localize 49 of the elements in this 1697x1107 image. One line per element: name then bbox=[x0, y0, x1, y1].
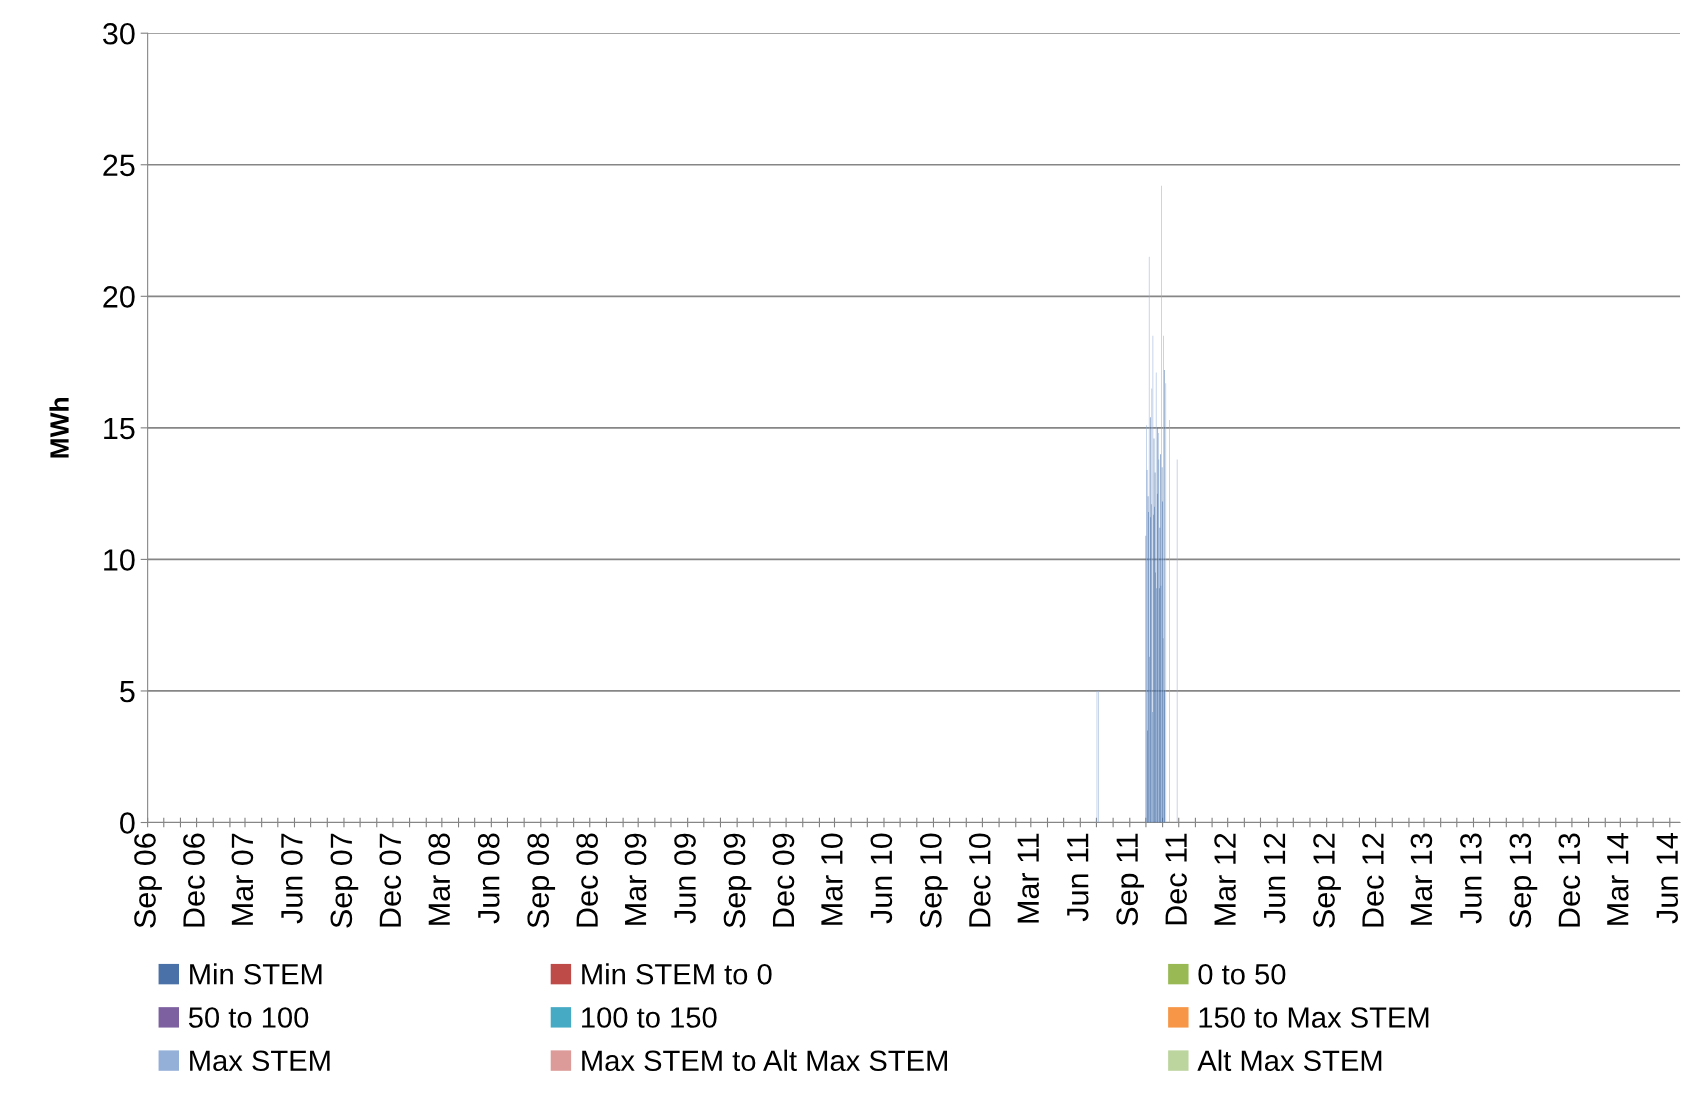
y-tick-label: 0 bbox=[120, 812, 135, 834]
x-tick-label: Sep 12 bbox=[1313, 833, 1341, 928]
x-tick-label: Jun 09 bbox=[674, 833, 696, 924]
x-tick-label: Mar 07 bbox=[231, 833, 254, 925]
y-axis-title: MWh bbox=[49, 397, 69, 458]
x-tick-label: Dec 13 bbox=[1558, 833, 1581, 927]
x-tick-label: Dec 06 bbox=[183, 833, 205, 927]
legend-label: 50 to 100 bbox=[188, 1007, 309, 1028]
x-tick-label: Sep 10 bbox=[920, 833, 948, 928]
x-tick-label: Jun 12 bbox=[1263, 833, 1286, 924]
legend-label: 150 to Max STEM bbox=[1199, 1007, 1429, 1028]
x-tick-label: Dec 08 bbox=[576, 833, 598, 927]
legend-label: 0 to 50 bbox=[1198, 963, 1286, 985]
legend-label: Alt Max STEM bbox=[1197, 1049, 1382, 1072]
x-tick-label: Dec 10 bbox=[968, 833, 991, 927]
x-tick-label: Sep 08 bbox=[527, 833, 556, 928]
x-tick-label: Jun 07 bbox=[281, 833, 303, 924]
legend-label: Min STEM to 0 bbox=[582, 963, 772, 985]
legend-label: Max STEM to Alt Max STEM bbox=[582, 1049, 947, 1072]
x-tick-label: Sep 13 bbox=[1509, 833, 1538, 928]
x-tick-label: Dec 09 bbox=[772, 833, 795, 927]
y-tick-label: 25 bbox=[103, 154, 135, 177]
x-tick-label: Sep 07 bbox=[330, 833, 359, 928]
x-tick-label: Mar 10 bbox=[821, 833, 843, 925]
legend-label: Min STEM bbox=[190, 963, 322, 985]
x-tick-label: Mar 11 bbox=[1017, 833, 1040, 923]
x-tick-label: Dec 12 bbox=[1362, 833, 1384, 927]
x-tick-label: Mar 13 bbox=[1410, 833, 1433, 925]
x-tick-label: Mar 09 bbox=[624, 833, 647, 925]
y-tick-label: 20 bbox=[103, 286, 135, 308]
x-tick-label: Jun 13 bbox=[1460, 833, 1482, 924]
x-tick-label: Sep 11 bbox=[1116, 833, 1145, 926]
x-tick-label: Sep 09 bbox=[723, 833, 752, 928]
x-tick-label: Dec 07 bbox=[379, 833, 402, 927]
x-tick-label: Mar 12 bbox=[1214, 833, 1236, 925]
y-tick-label: 30 bbox=[103, 22, 135, 45]
y-tick-label: 10 bbox=[104, 549, 135, 571]
y-tick-label: 15 bbox=[104, 417, 135, 440]
x-tick-label: Jun 08 bbox=[477, 833, 500, 924]
x-tick-label: Jun 14 bbox=[1656, 833, 1679, 924]
legend-label: Max STEM bbox=[190, 1050, 330, 1072]
x-tick-label: Sep 06 bbox=[134, 833, 162, 928]
x-tick-label: Dec 11 bbox=[1165, 833, 1187, 925]
x-tick-label: Jun 11 bbox=[1067, 833, 1089, 922]
legend-label: 100 to 150 bbox=[582, 1007, 717, 1028]
y-tick-label: 5 bbox=[120, 681, 135, 703]
x-tick-label: Mar 14 bbox=[1607, 833, 1629, 925]
x-tick-label: Mar 08 bbox=[428, 833, 451, 925]
x-tick-label: Jun 10 bbox=[870, 833, 893, 924]
